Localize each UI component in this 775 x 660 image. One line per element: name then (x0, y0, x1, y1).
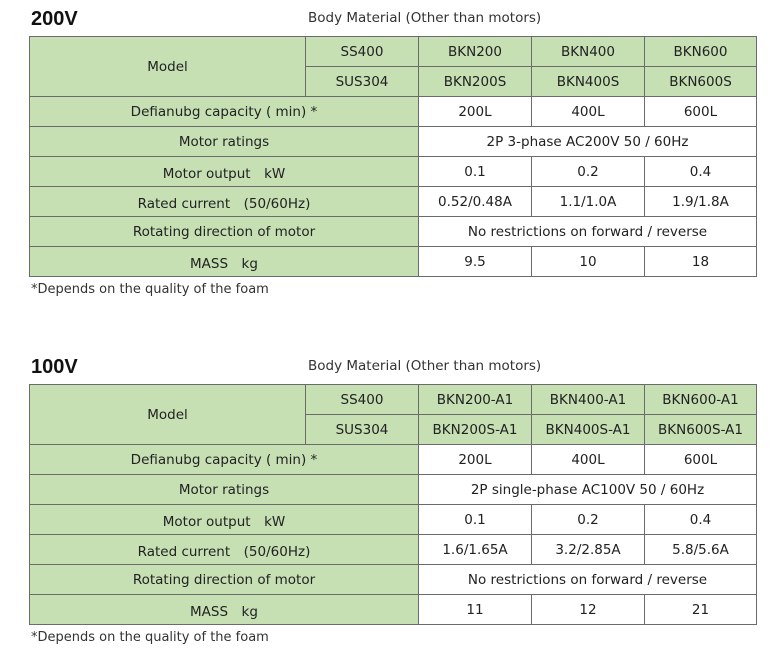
table-row: Motor output kW 0.1 0.2 0.4 (29, 156, 757, 187)
material-name: SS400 (305, 384, 419, 415)
table-row: Rated current (50/60Hz) 1.6/1.65A 3.2/2.… (29, 534, 757, 565)
model-label: Model (29, 36, 306, 97)
table-row: MASS kg 9.5 10 18 (29, 246, 757, 277)
body-material-caption: Body Material (Other than motors) (308, 358, 542, 374)
table-row: Rated current (50/60Hz) 0.52/0.48A 1.1/1… (29, 186, 757, 217)
table-row: Defianubg capacity ( min) * 200L 400L 60… (29, 96, 757, 127)
value-cell: 0.2 (531, 504, 645, 535)
model-cell: BKN600S-A1 (644, 414, 757, 445)
table-row: Motor ratings 2P 3-phase AC200V 50 / 60H… (29, 126, 757, 157)
model-cell: BKN200S-A1 (418, 414, 532, 445)
value-cell: 18 (644, 246, 757, 277)
value-cell: 21 (644, 594, 757, 625)
footnote: *Depends on the quality of the foam (31, 630, 269, 645)
value-cell: 1.6/1.65A (418, 534, 532, 565)
value-cell: 1.9/1.8A (644, 186, 757, 217)
model-cell: BKN200 (418, 36, 532, 67)
model-cell: BKN400-A1 (531, 384, 645, 415)
model-cell: BKN600-A1 (644, 384, 757, 415)
model-cell: BKN600 (644, 36, 757, 67)
row-label: Rotating direction of motor (29, 564, 419, 595)
row-label: Rotating direction of motor (29, 216, 419, 247)
value-cell: 200L (418, 96, 532, 127)
material-name: SS400 (305, 36, 419, 67)
value-cell: 1.1/1.0A (531, 186, 645, 217)
table-row: Model SS400 BKN200-A1 BKN400-A1 BKN600-A… (29, 384, 757, 445)
row-label: Defianubg capacity ( min) * (29, 444, 419, 475)
model-cell: BKN200S (418, 66, 532, 97)
model-cell: BKN200-A1 (418, 384, 532, 415)
row-label: MASS kg (29, 246, 419, 277)
value-cell: 3.2/2.85A (531, 534, 645, 565)
value-cell: 0.2 (531, 156, 645, 187)
value-cell: 2P single-phase AC100V 50 / 60Hz (418, 474, 757, 505)
value-cell: 11 (418, 594, 532, 625)
model-label: Model (29, 384, 306, 445)
row-label: Motor ratings (29, 474, 419, 505)
model-cell: BKN400 (531, 36, 645, 67)
value-cell: 0.52/0.48A (418, 186, 532, 217)
row-label: Motor ratings (29, 126, 419, 157)
table-row: Rotating direction of motor No restricti… (29, 564, 757, 595)
table-row: Defianubg capacity ( min) * 200L 400L 60… (29, 444, 757, 475)
spec-table: Model SS400 BKN200-A1 BKN400-A1 BKN600-A… (29, 384, 757, 625)
row-label: MASS kg (29, 594, 419, 625)
value-cell: 5.8/5.6A (644, 534, 757, 565)
row-label: Rated current (50/60Hz) (29, 186, 419, 217)
value-cell: 10 (531, 246, 645, 277)
value-cell: 600L (644, 96, 757, 127)
value-cell: No restrictions on forward / reverse (418, 564, 757, 595)
spec-table: Model SS400 BKN200 BKN400 BKN600 SUS304 … (29, 36, 757, 277)
section-title: 200V (31, 8, 78, 30)
body-material-caption: Body Material (Other than motors) (308, 10, 542, 26)
model-cell: BKN600S (644, 66, 757, 97)
table-row: Model SS400 BKN200 BKN400 BKN600 (29, 36, 757, 97)
row-label: Motor output kW (29, 156, 419, 187)
value-cell: 600L (644, 444, 757, 475)
value-cell: 12 (531, 594, 645, 625)
value-cell: 0.1 (418, 156, 532, 187)
table-row: Motor ratings 2P single-phase AC100V 50 … (29, 474, 757, 505)
section-title: 100V (31, 356, 78, 378)
value-cell: No restrictions on forward / reverse (418, 216, 757, 247)
table-row: Motor output kW 0.1 0.2 0.4 (29, 504, 757, 535)
value-cell: 200L (418, 444, 532, 475)
row-label: Motor output kW (29, 504, 419, 535)
material-name: SUS304 (305, 414, 419, 445)
value-cell: 9.5 (418, 246, 532, 277)
row-label: Rated current (50/60Hz) (29, 534, 419, 565)
value-cell: 400L (531, 96, 645, 127)
table-row: MASS kg 11 12 21 (29, 594, 757, 625)
material-name: SUS304 (305, 66, 419, 97)
value-cell: 2P 3-phase AC200V 50 / 60Hz (418, 126, 757, 157)
value-cell: 400L (531, 444, 645, 475)
value-cell: 0.4 (644, 504, 757, 535)
value-cell: 0.1 (418, 504, 532, 535)
value-cell: 0.4 (644, 156, 757, 187)
model-cell: BKN400S-A1 (531, 414, 645, 445)
model-cell: BKN400S (531, 66, 645, 97)
row-label: Defianubg capacity ( min) * (29, 96, 419, 127)
table-row: Rotating direction of motor No restricti… (29, 216, 757, 247)
footnote: *Depends on the quality of the foam (31, 282, 269, 297)
